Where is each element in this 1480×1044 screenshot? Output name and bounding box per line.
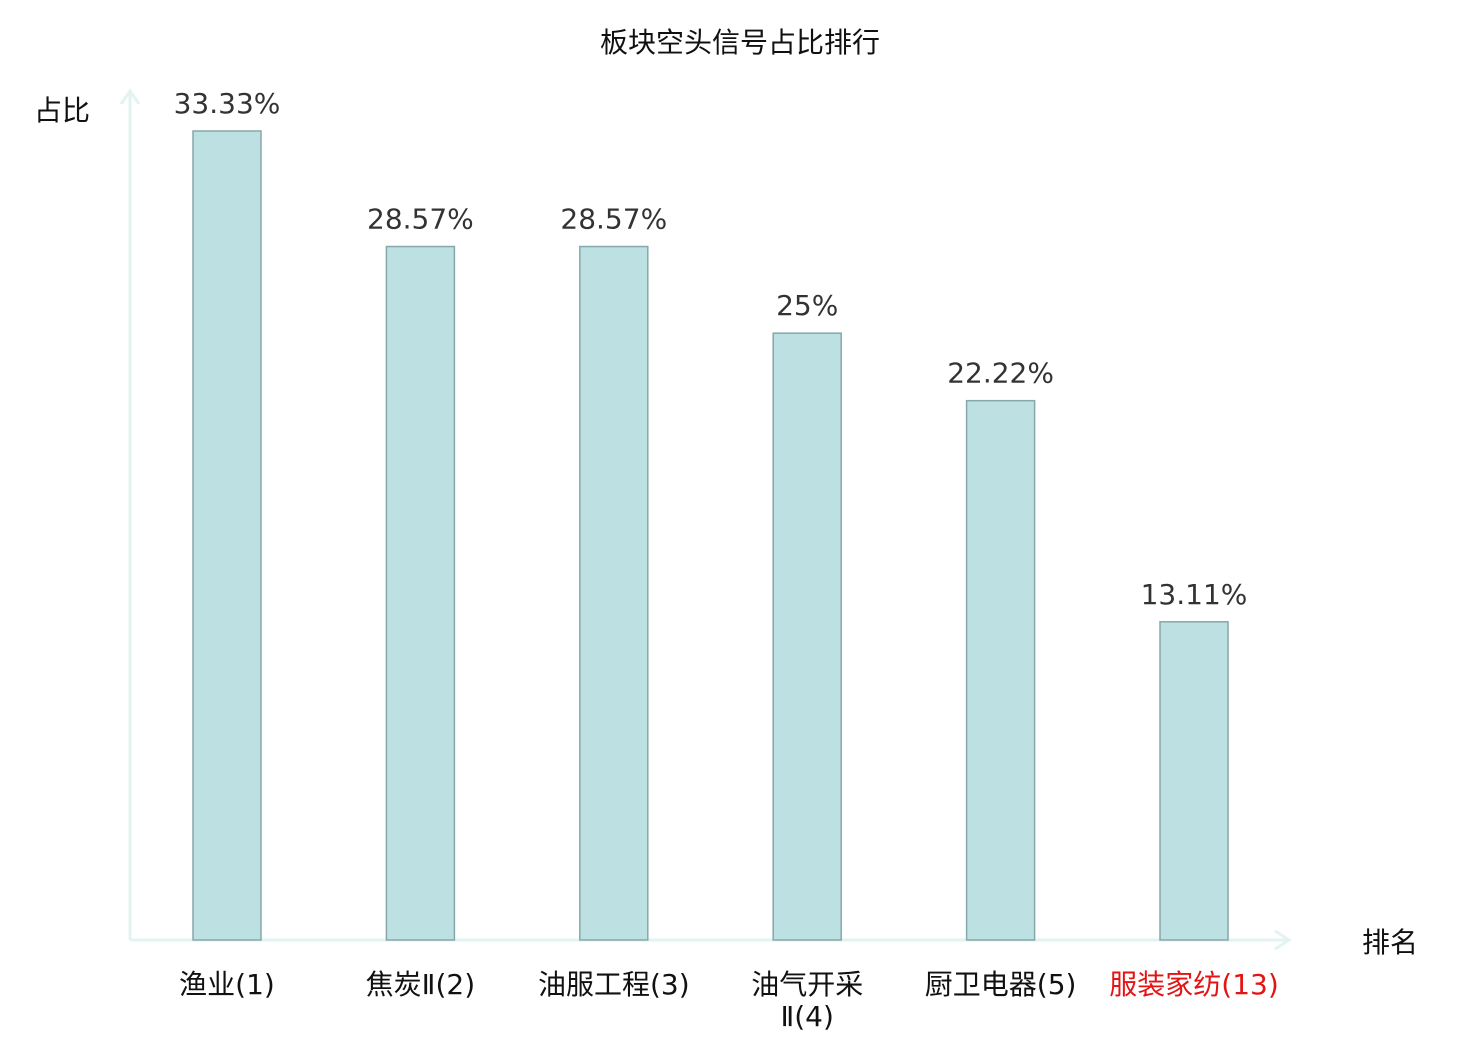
value-labels-group: 33.33% 28.57% 28.57% 25% 22.22% 13.11%	[174, 87, 1248, 611]
value-label: 22.22%	[947, 357, 1054, 390]
category-name: 油气开采	[751, 968, 863, 1001]
category-label: 焦炭Ⅱ(2)	[366, 968, 475, 1001]
category-rank: (5)	[1037, 968, 1077, 1001]
value-label: 28.57%	[560, 203, 667, 236]
bars-group	[192, 130, 1229, 941]
bar	[385, 245, 456, 941]
bar	[1159, 621, 1229, 941]
category-label: 渔业(1)	[179, 968, 275, 1001]
category-name: 服装家纺	[1109, 968, 1221, 1001]
bar	[965, 399, 1036, 941]
category-name: 渔业	[179, 968, 235, 1001]
category-rank: (3)	[650, 968, 690, 1001]
category-label: 服装家纺(13)	[1109, 968, 1279, 1001]
bar	[192, 130, 262, 941]
bar	[579, 245, 649, 941]
value-label: 28.57%	[367, 203, 474, 236]
y-axis-arrow	[119, 88, 141, 105]
value-label: 33.33%	[174, 87, 281, 120]
value-label: 13.11%	[1141, 578, 1248, 611]
category-label: Ⅱ(4)	[780, 1000, 833, 1033]
x-axis-arrow	[1274, 929, 1292, 951]
category-name-suffix: Ⅱ	[780, 1000, 794, 1033]
category-name: 油服工程	[538, 968, 650, 1001]
category-name: 厨卫电器	[925, 968, 1037, 1001]
category-label: 油气开采	[751, 968, 863, 1001]
category-label: 厨卫电器(5)	[925, 968, 1077, 1001]
chart-title: 板块空头信号占比排行	[600, 26, 880, 59]
x-axis-label: 排名	[1362, 926, 1418, 959]
category-rank: (1)	[235, 968, 275, 1001]
category-rank: (4)	[794, 1000, 834, 1033]
category-rank: (13)	[1221, 968, 1278, 1001]
value-label: 25%	[776, 289, 838, 322]
axes	[119, 88, 1292, 951]
category-name: 焦炭Ⅱ	[366, 968, 436, 1001]
y-axis-label: 占比	[34, 94, 90, 127]
category-rank: (2)	[435, 968, 475, 1001]
category-label: 油服工程(3)	[538, 968, 690, 1001]
bar	[772, 332, 842, 941]
